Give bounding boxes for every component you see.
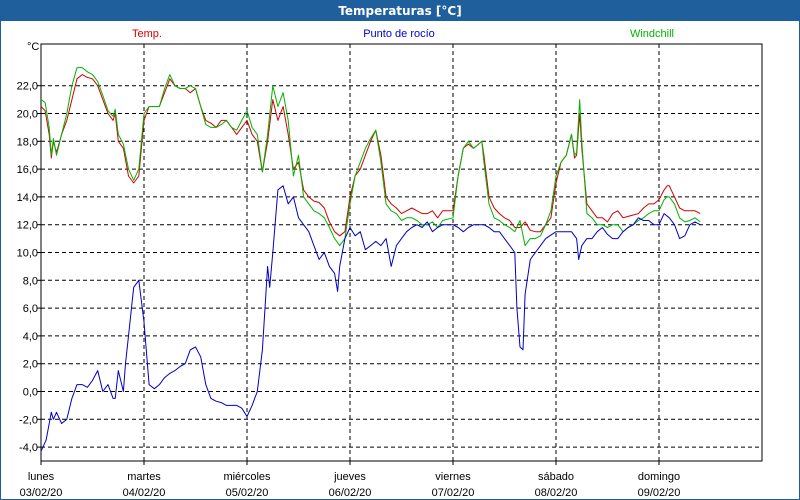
legend-dewpoint: Punto de rocío	[363, 28, 435, 40]
x-tick-day-label: miércoles	[223, 471, 271, 483]
legend-temp: Temp.	[132, 28, 162, 40]
x-tick-day-label: jueves	[333, 471, 366, 483]
series-line-temp	[40, 74, 701, 237]
y-tick-label: 2,0	[23, 359, 38, 371]
x-tick-day-label: viernes	[435, 471, 471, 483]
x-tick-date-label: 06/02/20	[329, 487, 372, 499]
y-tick-label: 22,0	[17, 81, 38, 93]
y-tick-label: 0,0	[23, 387, 38, 399]
y-tick-label: 12,0	[17, 220, 38, 232]
y-axis-unit: °C	[27, 41, 39, 53]
x-tick-day-label: domingo	[638, 471, 680, 483]
y-tick-label: -2,0	[19, 414, 38, 426]
y-tick-label: 8,0	[23, 275, 38, 287]
x-tick-date-label: 03/02/20	[20, 487, 63, 499]
series-line-dewpoint	[40, 185, 701, 452]
y-tick-label: 4,0	[23, 331, 38, 343]
series-lines	[40, 67, 701, 452]
y-tick-label: 6,0	[23, 303, 38, 315]
x-tick-day-label: martes	[127, 471, 161, 483]
y-tick-label: 14,0	[17, 192, 38, 204]
x-tick-day-label: sábado	[538, 471, 574, 483]
x-tick-day-label: lunes	[28, 471, 55, 483]
y-tick-label: 10,0	[17, 248, 38, 260]
x-tick-date-label: 08/02/20	[535, 487, 578, 499]
x-tick-date-label: 09/02/20	[638, 487, 681, 499]
y-tick-label: 20,0	[17, 109, 38, 121]
y-tick-label: 18,0	[17, 136, 38, 148]
x-tick-date-label: 04/02/20	[123, 487, 166, 499]
y-tick-label: 16,0	[17, 164, 38, 176]
x-tick-date-label: 05/02/20	[226, 487, 269, 499]
y-axis: -4,0 -2,0 0,0 2,0 4,0 6,0 8,0 10,0 12,0 14,0 16,0 1…	[17, 81, 41, 454]
grid	[41, 44, 762, 461]
x-axis: lunes 03/02/20 martes 04/02/20 miércoles 05/0…	[20, 461, 681, 499]
series-line-windchill	[40, 67, 701, 247]
y-tick-label: -4,0	[19, 442, 38, 454]
x-tick-date-label: 07/02/20	[432, 487, 475, 499]
window-title: Temperaturas [°C]	[1, 1, 799, 21]
legend-windchill: Windchill	[630, 28, 674, 40]
